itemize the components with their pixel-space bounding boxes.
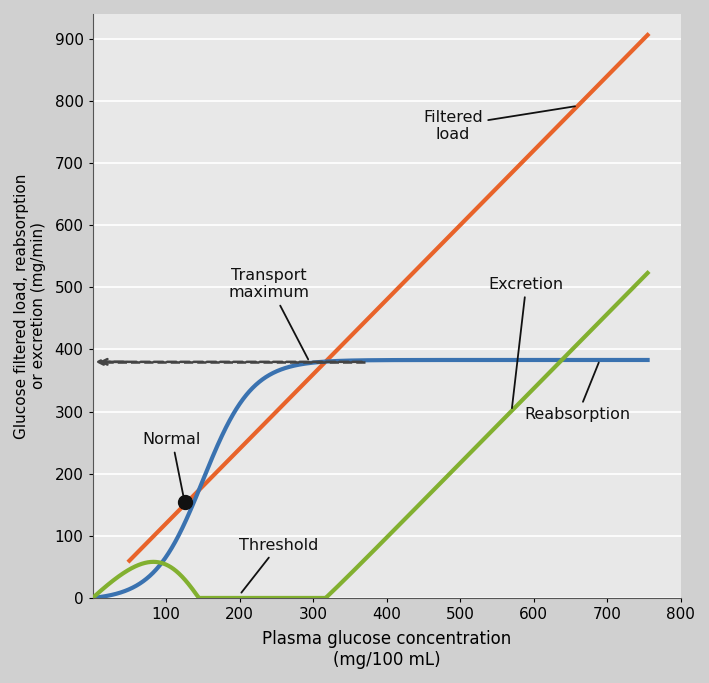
Text: Reabsorption: Reabsorption bbox=[525, 363, 631, 422]
Text: Normal: Normal bbox=[143, 432, 201, 499]
Text: Excretion: Excretion bbox=[489, 277, 564, 408]
Text: Filtered
load: Filtered load bbox=[423, 107, 575, 142]
Text: Transport
maximum: Transport maximum bbox=[228, 268, 310, 359]
Text: Threshold: Threshold bbox=[239, 538, 318, 593]
Y-axis label: Glucose filtered load, reabsorption
or excretion (mg/min): Glucose filtered load, reabsorption or e… bbox=[14, 173, 46, 438]
X-axis label: Plasma glucose concentration
(mg/100 mL): Plasma glucose concentration (mg/100 mL) bbox=[262, 630, 511, 669]
